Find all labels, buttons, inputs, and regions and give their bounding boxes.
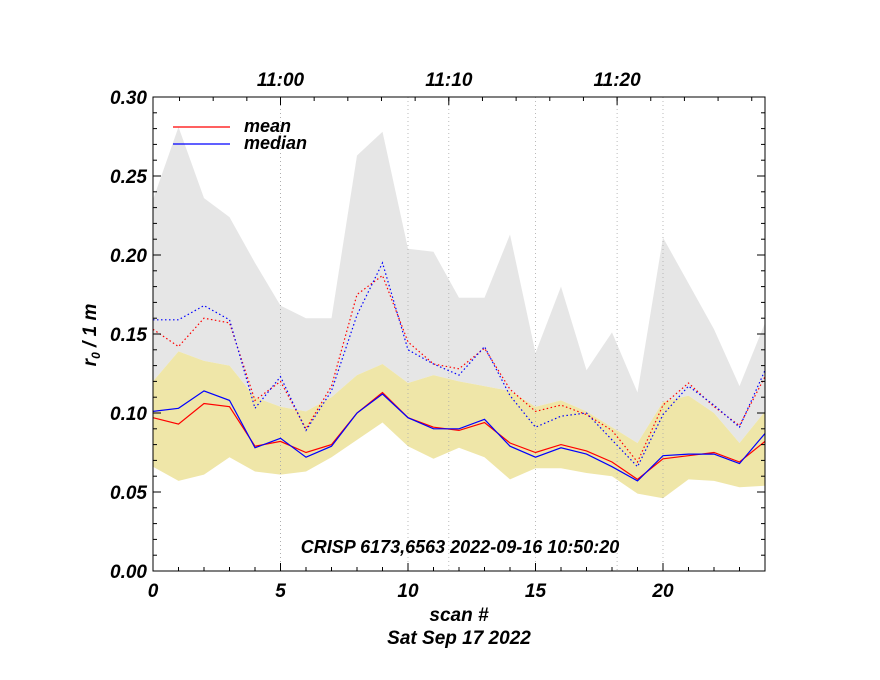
series-line-mean (152, 391, 766, 481)
y-axis-label-rest: / 1 m (80, 304, 101, 353)
top-tick-label: 11:10 (425, 70, 473, 91)
bands-layer (153, 127, 765, 499)
y-tick-label: 0.10 (110, 404, 147, 425)
axes-layer: 0 5 10 15 20 11:00 11:10 11:20 0.00 0.05 0.10 0.15 0… (110, 70, 766, 602)
series-layer (152, 261, 766, 482)
max-band (153, 127, 765, 443)
y-tick-label: 0.00 (110, 562, 147, 583)
x-axis-label: scan # (429, 605, 489, 626)
y-axis-label-main: r (80, 357, 101, 366)
x-tick-label: 15 (525, 581, 547, 602)
x-tick-label: 0 (148, 581, 159, 602)
y-tick-label: 0.30 (110, 88, 147, 109)
x-tick-label: 10 (397, 581, 419, 602)
grid-layer (280, 97, 664, 571)
y-tick-label: 0.25 (110, 167, 147, 188)
series-line-median-dotted (153, 261, 766, 468)
chart-annotation: CRISP 6173,6563 2022-09-16 10:50:20 (301, 537, 620, 557)
series-line-mean-dotted (152, 274, 766, 464)
y-tick-label: 0.20 (110, 246, 147, 267)
date-label: Sat Sep 17 2022 (387, 628, 531, 649)
x-tick-label: 20 (651, 581, 674, 602)
y-axis-label: r0 / 1 m (80, 304, 103, 367)
top-tick-label: 11:20 (594, 70, 642, 91)
y-axis-label-subscript: 0 (89, 352, 103, 359)
y-tick-label: 0.15 (110, 325, 147, 346)
series-line-median (152, 390, 766, 482)
top-tick-label: 11:00 (257, 70, 305, 91)
legend-label-median: median (244, 133, 307, 153)
y-tick-label: 0.05 (110, 483, 147, 504)
legend-label-mean: mean (244, 116, 291, 136)
x-tick-label: 5 (275, 581, 286, 602)
